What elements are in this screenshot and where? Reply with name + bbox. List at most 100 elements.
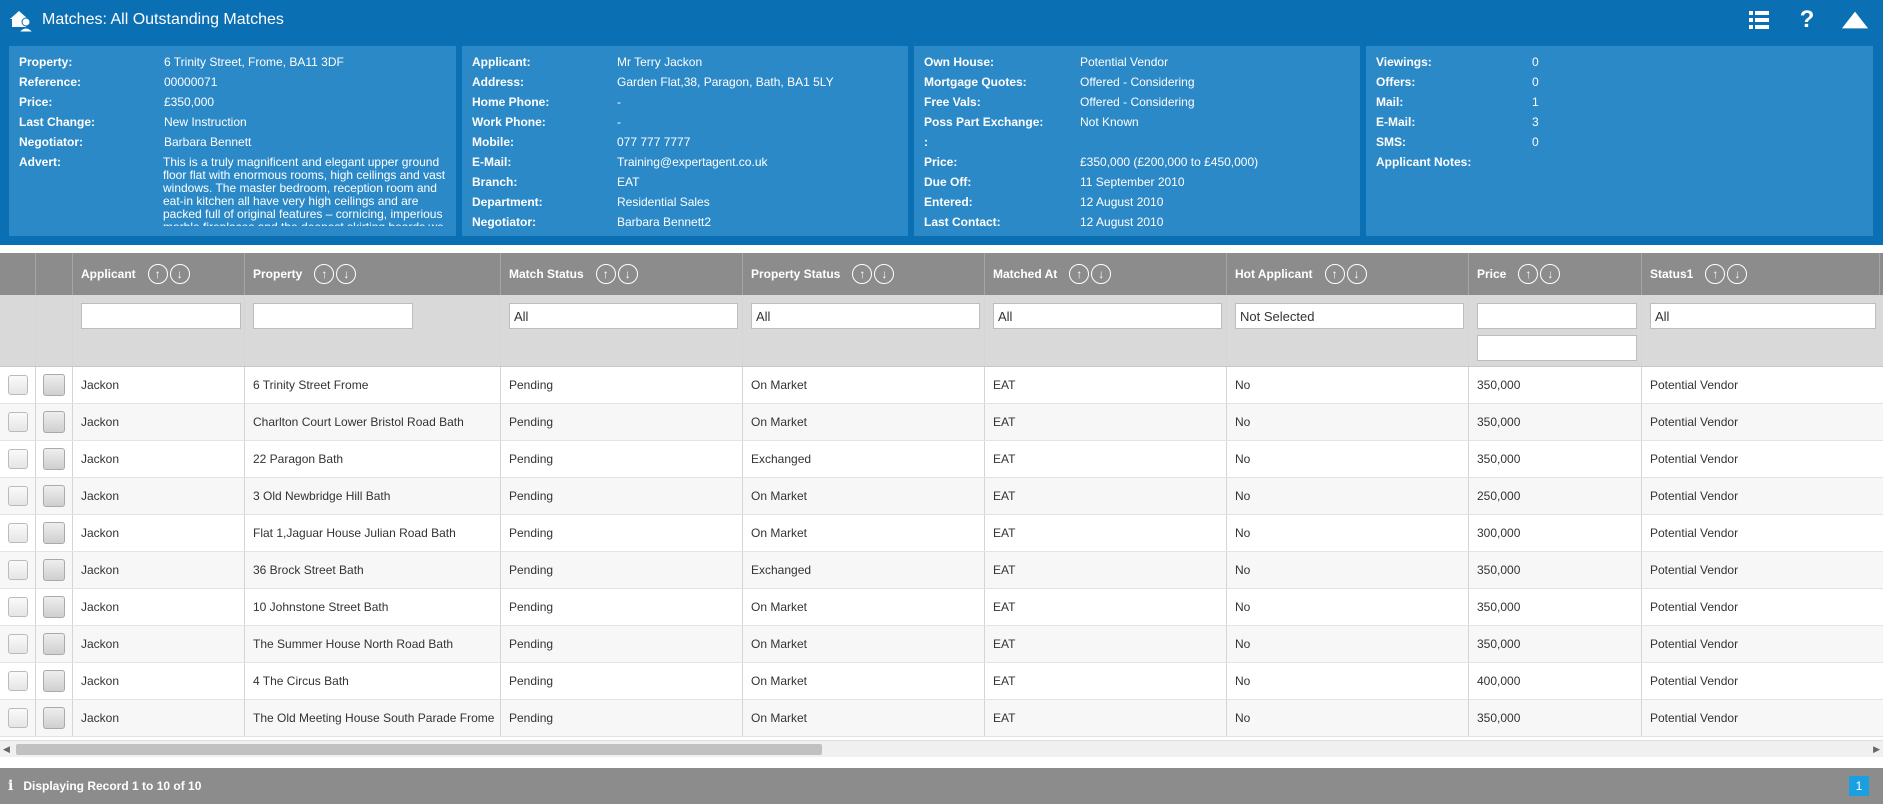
cell-status1: Potential Vendor (1650, 637, 1739, 651)
column-header-applicant[interactable]: Applicant ↑ ↓ (73, 253, 245, 295)
table-row[interactable]: Jackon 3 Old Newbridge Hill Bath Pending… (0, 478, 1883, 515)
sort-asc-icon[interactable]: ↑ (314, 264, 335, 284)
cell-hot-applicant: No (1227, 478, 1469, 514)
scrollbar-thumb[interactable] (16, 744, 822, 755)
table-row[interactable]: Jackon The Summer House North Road Bath … (0, 626, 1883, 663)
row-action-checkbox[interactable] (43, 522, 65, 544)
kv-key: Price: (19, 95, 53, 109)
table-row[interactable]: Jackon 6 Trinity Street Frome Pending On… (0, 367, 1883, 404)
list-icon[interactable] (1745, 6, 1773, 34)
cell-match-status: Pending (501, 700, 743, 736)
cell-property-status: On Market (743, 515, 985, 551)
cell-hot-applicant: No (1227, 663, 1469, 699)
column-label: Hot Applicant (1235, 267, 1313, 281)
price-min-filter-input[interactable] (1477, 303, 1637, 329)
sort-asc-icon[interactable]: ↑ (1069, 264, 1090, 284)
row-checkbox[interactable] (7, 375, 28, 395)
scroll-left-icon[interactable]: ◀ (3, 744, 10, 754)
column-header-price[interactable]: Price ↑ ↓ (1469, 253, 1642, 295)
sort-desc-icon[interactable]: ↓ (1091, 264, 1112, 284)
kv-key: Offers: (1376, 75, 1416, 89)
row-action-checkbox[interactable] (43, 707, 65, 729)
cell-property-status: On Market (743, 404, 985, 440)
sort-desc-icon[interactable]: ↓ (169, 264, 190, 284)
row-checkbox[interactable] (7, 486, 28, 506)
row-action-checkbox[interactable] (43, 633, 65, 655)
sort-asc-icon[interactable]: ↑ (1518, 264, 1539, 284)
row-checkbox[interactable] (7, 560, 28, 580)
column-header-status1[interactable]: Status1 ↑ ↓ (1642, 253, 1880, 295)
title-bar: Matches: All Outstanding Matches (0, 0, 1883, 40)
row-action-checkbox[interactable] (43, 448, 65, 470)
sort-asc-icon[interactable]: ↑ (852, 264, 873, 284)
price-max-filter-input[interactable] (1477, 335, 1637, 361)
table-row[interactable]: Jackon 22 Paragon Bath Pending Exchanged… (0, 441, 1883, 478)
cell-property-status: On Market (743, 626, 985, 662)
status1-filter-select[interactable]: All (1650, 303, 1876, 329)
sort-asc-icon[interactable]: ↑ (595, 264, 616, 284)
filter-cell: All (501, 295, 743, 366)
sort-asc-icon[interactable]: ↑ (147, 264, 168, 284)
cell-property-status: Exchanged (743, 441, 985, 477)
cell-price: 400,000 (1469, 663, 1642, 699)
row-checkbox[interactable] (7, 597, 28, 617)
sort-desc-icon[interactable]: ↓ (336, 264, 357, 284)
row-checkbox[interactable] (7, 449, 28, 469)
applicant-filter-input[interactable] (81, 303, 241, 329)
row-action-checkbox[interactable] (43, 596, 65, 618)
column-header-property-status[interactable]: Property Status ↑ ↓ (743, 253, 985, 295)
row-checkbox[interactable] (7, 412, 28, 432)
sort-desc-icon[interactable]: ↓ (1727, 264, 1748, 284)
cell-property: The Old Meeting House South Parade Frome (245, 700, 501, 736)
sort-desc-icon[interactable]: ↓ (1540, 264, 1561, 284)
collapse-up-icon[interactable] (1841, 6, 1869, 34)
row-checkbox[interactable] (7, 671, 28, 691)
sort-asc-icon[interactable]: ↑ (1324, 264, 1345, 284)
column-label: Property Status (751, 267, 841, 281)
sort-desc-icon[interactable]: ↓ (874, 264, 895, 284)
matched-at-filter-select[interactable]: All (993, 303, 1222, 329)
row-action-checkbox[interactable] (43, 411, 65, 433)
row-action-checkbox[interactable] (43, 559, 65, 581)
match-status-filter-select[interactable]: All (509, 303, 738, 329)
hot-applicant-filter-select[interactable]: Not Selected (1235, 303, 1464, 329)
horizontal-scrollbar[interactable]: ◀ ▶ (0, 740, 1883, 757)
table-row[interactable]: Jackon The Old Meeting House South Parad… (0, 700, 1883, 737)
table-row[interactable]: Jackon 4 The Circus Bath Pending On Mark… (0, 663, 1883, 700)
cell-applicant: Jackon (73, 589, 245, 625)
table-row[interactable]: Jackon Charlton Court Lower Bristol Road… (0, 404, 1883, 441)
table-row[interactable]: Jackon 10 Johnstone Street Bath Pending … (0, 589, 1883, 626)
cell-match-status: Pending (501, 404, 743, 440)
filter-cell (245, 295, 501, 366)
row-action-checkbox[interactable] (43, 670, 65, 692)
row-action-cell (36, 700, 73, 736)
kv-value: 0 (1532, 75, 1539, 89)
filter-cell: Not Selected (1227, 295, 1469, 366)
row-checkbox[interactable] (7, 523, 28, 543)
row-action-checkbox[interactable] (43, 374, 65, 396)
page-button[interactable]: 1 (1849, 776, 1869, 796)
table-row[interactable]: Jackon Flat 1,Jaguar House Julian Road B… (0, 515, 1883, 552)
cell-price: 350,000 (1469, 441, 1642, 477)
sort-asc-icon[interactable]: ↑ (1705, 264, 1726, 284)
row-action-checkbox[interactable] (43, 485, 65, 507)
property-status-filter-select[interactable]: All (751, 303, 980, 329)
help-icon[interactable]: ? (1799, 6, 1815, 33)
scroll-right-icon[interactable]: ▶ (1873, 744, 1880, 754)
property-panel: Property: 6 Trinity Street, Frome, BA11 3… (9, 46, 456, 236)
column-header-match-status[interactable]: Match Status ↑ ↓ (501, 253, 743, 295)
property-filter-input[interactable] (253, 303, 413, 329)
row-checkbox[interactable] (7, 708, 28, 728)
cell-price: 350,000 (1469, 552, 1642, 588)
record-count-text: Displaying Record 1 to 10 of 10 (23, 779, 202, 793)
cell-match-status: Pending (501, 589, 743, 625)
row-checkbox[interactable] (7, 634, 28, 654)
table-row[interactable]: Jackon 36 Brock Street Bath Pending Exch… (0, 552, 1883, 589)
sort-desc-icon[interactable]: ↓ (617, 264, 638, 284)
column-label: Match Status (509, 267, 584, 281)
column-header-matched-at[interactable]: Matched At ↑ ↓ (985, 253, 1227, 295)
column-header-hot-applicant[interactable]: Hot Applicant ↑ ↓ (1227, 253, 1469, 295)
filter-cell (73, 295, 245, 366)
sort-desc-icon[interactable]: ↓ (1346, 264, 1367, 284)
column-header-property[interactable]: Property ↑ ↓ (245, 253, 501, 295)
